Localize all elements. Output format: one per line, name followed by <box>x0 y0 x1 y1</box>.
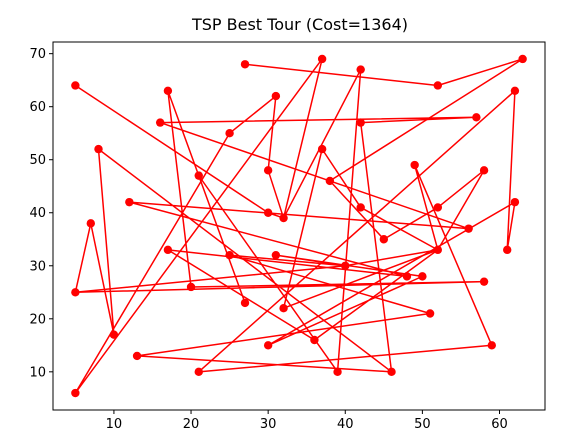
city-point <box>510 86 520 95</box>
city-point <box>109 330 119 339</box>
city-point <box>194 367 203 377</box>
x-tick-label: 10 <box>106 417 123 432</box>
city-point <box>225 129 234 138</box>
city-point <box>518 54 527 64</box>
y-tick-label: 60 <box>29 100 46 115</box>
city-point <box>194 171 203 180</box>
city-point <box>433 203 443 212</box>
city-point <box>341 261 350 270</box>
city-point <box>379 235 389 244</box>
city-point <box>356 118 365 127</box>
city-point <box>464 224 473 233</box>
city-point <box>71 81 80 90</box>
city-point <box>240 60 250 69</box>
city-point <box>225 250 234 260</box>
city-point <box>132 351 142 361</box>
city-point <box>503 245 512 255</box>
city-point <box>240 298 250 308</box>
city-point <box>472 113 481 122</box>
city-point <box>333 367 342 377</box>
city-point <box>263 208 273 217</box>
y-tick-label: 20 <box>29 312 46 327</box>
city-point <box>71 288 80 297</box>
city-point <box>163 245 173 255</box>
city-point <box>279 213 288 223</box>
city-point <box>510 197 520 207</box>
axis-ticks: 10 20 30 40 50 60 10 20 30 40 50 60 70 <box>29 47 507 432</box>
city-point <box>325 176 335 186</box>
city-point <box>425 309 435 318</box>
city-point <box>433 81 443 90</box>
city-point <box>402 272 412 281</box>
city-point <box>479 166 489 175</box>
city-point <box>356 65 365 74</box>
city-point <box>125 197 134 207</box>
city-point <box>418 272 427 281</box>
city-point <box>155 118 165 127</box>
city-point <box>317 54 327 64</box>
city-point <box>317 144 327 154</box>
city-point <box>186 282 196 292</box>
city-point <box>387 367 396 377</box>
y-tick-label: 10 <box>29 365 46 380</box>
chart-title: TSP Best Tour (Cost=1364) <box>191 15 408 34</box>
plot-area-frame <box>52 41 546 411</box>
city-point <box>279 303 288 313</box>
city-point <box>433 245 443 255</box>
city-point <box>479 277 489 286</box>
y-tick-label: 30 <box>29 259 46 274</box>
city-point <box>86 219 95 228</box>
tour-points <box>71 54 527 398</box>
x-tick-label: 20 <box>183 417 200 432</box>
city-point <box>94 144 103 154</box>
city-point <box>356 203 365 212</box>
x-tick-label: 40 <box>337 417 354 432</box>
city-point <box>263 166 273 175</box>
y-tick-label: 70 <box>29 47 46 62</box>
y-tick-label: 50 <box>29 153 46 168</box>
x-tick-label: 30 <box>260 417 277 432</box>
city-point <box>310 335 319 345</box>
y-tick-label: 40 <box>29 206 46 221</box>
city-point <box>487 341 496 350</box>
city-point <box>263 341 273 350</box>
city-point <box>71 388 80 398</box>
city-point <box>410 160 419 170</box>
city-point <box>271 250 281 260</box>
city-point <box>163 86 173 95</box>
x-tick-label: 50 <box>414 417 431 432</box>
x-tick-label: 60 <box>491 417 508 432</box>
city-point <box>271 91 281 101</box>
